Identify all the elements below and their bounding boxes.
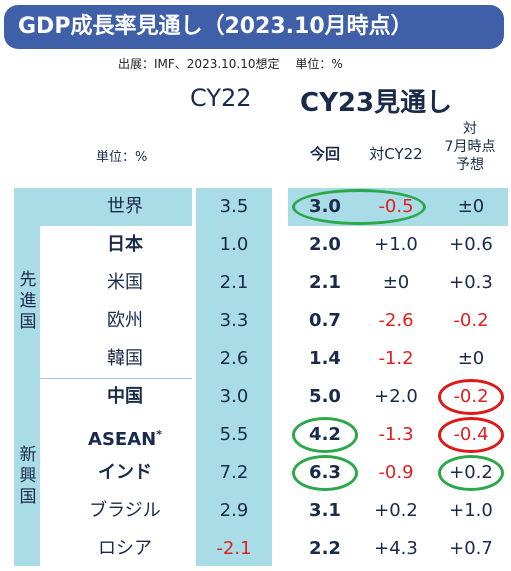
country-name: 欧州 <box>107 310 143 331</box>
cy22-value: 7.2 <box>219 462 249 483</box>
header-cy23: CY23見通し <box>300 88 453 118</box>
vs-cy22-value: +2.0 <box>374 386 418 407</box>
current-forecast-value: 2.0 <box>309 234 341 255</box>
vs-july-value: +0.6 <box>449 234 493 255</box>
group-label-emerging-char: 興 <box>19 466 37 486</box>
highlight-ring <box>438 417 504 453</box>
column-header-vs-july-line1: 対 <box>463 121 477 137</box>
vs-cy22-value: ±0 <box>382 272 410 293</box>
cy22-value: 3.0 <box>219 386 249 407</box>
highlight-ring <box>292 189 426 225</box>
group-label-emerging-char: 国 <box>19 487 37 507</box>
country-name: ブラジル <box>89 500 161 521</box>
vs-cy22-value: -2.6 <box>378 310 414 331</box>
vs-cy22-value: -1.2 <box>378 348 414 369</box>
cy22-value: 3.3 <box>219 310 249 331</box>
highlight-ring <box>438 379 504 415</box>
cy22-value: 2.1 <box>219 272 249 293</box>
highlight-ring <box>292 417 358 453</box>
left-group-band <box>14 188 40 566</box>
group-label-advanced: 先 進 国 <box>18 270 38 333</box>
current-forecast-value: 0.7 <box>309 310 341 331</box>
vs-cy22-value: -0.9 <box>378 462 414 483</box>
current-forecast-value: 3.1 <box>309 500 341 521</box>
vs-cy22-value: -1.3 <box>378 424 414 445</box>
country-name: インド <box>98 462 152 483</box>
vs-cy22-value: +4.3 <box>374 538 418 559</box>
group-separator <box>40 378 192 379</box>
group-label-advanced-char: 進 <box>19 291 37 311</box>
vs-july-value: +1.0 <box>449 500 493 521</box>
current-forecast-value: 2.2 <box>309 538 341 559</box>
country-name: ASEAN* <box>88 428 162 450</box>
column-header-vs-july-line2: 7月時点 <box>444 139 496 155</box>
column-header-vs-cy22: 対CY22 <box>369 145 423 163</box>
vs-july-value: ±0 <box>457 348 485 369</box>
country-name: 世界 <box>107 196 143 217</box>
highlight-ring <box>438 455 504 491</box>
vs-cy22-value: +0.2 <box>374 500 418 521</box>
vs-cy22-value: +1.0 <box>374 234 418 255</box>
current-forecast-value: 5.0 <box>309 386 341 407</box>
country-footnote-mark: * <box>156 428 162 441</box>
vs-july-value: +0.3 <box>449 272 493 293</box>
vs-july-value: ±0 <box>457 196 485 217</box>
country-name: 日本 <box>107 234 143 255</box>
cy22-value: -2.1 <box>216 538 252 559</box>
column-header-current: 今回 <box>309 145 340 163</box>
current-forecast-value: 2.1 <box>309 272 341 293</box>
world-row-band <box>14 188 192 226</box>
cy22-value: 2.9 <box>219 500 249 521</box>
header-cy22: CY22 <box>190 84 252 112</box>
title-banner: GDP成長率見通し（2023.10月時点） <box>4 5 504 49</box>
highlight-ring <box>292 455 358 491</box>
current-forecast-value: 1.4 <box>309 348 341 369</box>
vs-july-value: +0.7 <box>449 538 493 559</box>
country-name: ロシア <box>98 538 152 559</box>
cy22-value: 3.5 <box>219 196 249 217</box>
country-name: 米国 <box>107 272 143 293</box>
cy22-column-band <box>196 188 272 566</box>
vs-july-value: -0.2 <box>453 310 489 331</box>
group-label-emerging: 新 興 国 <box>18 445 38 508</box>
source-note: 出展：IMF、2023.10.10想定 単位：% <box>118 57 343 71</box>
group-label-advanced-char: 先 <box>19 270 37 290</box>
column-header-vs-july-line3: 予想 <box>456 157 484 173</box>
group-label-emerging-char: 新 <box>19 445 37 465</box>
unit-label: 単位：% <box>96 150 148 165</box>
cy22-value: 1.0 <box>219 234 249 255</box>
group-label-advanced-char: 国 <box>19 312 37 332</box>
cy22-value: 5.5 <box>219 424 249 445</box>
country-name: 韓国 <box>107 348 143 369</box>
cy22-value: 2.6 <box>219 348 249 369</box>
country-name: 中国 <box>107 386 143 407</box>
column-header-vs-july: 対 7月時点 予想 <box>432 120 508 174</box>
